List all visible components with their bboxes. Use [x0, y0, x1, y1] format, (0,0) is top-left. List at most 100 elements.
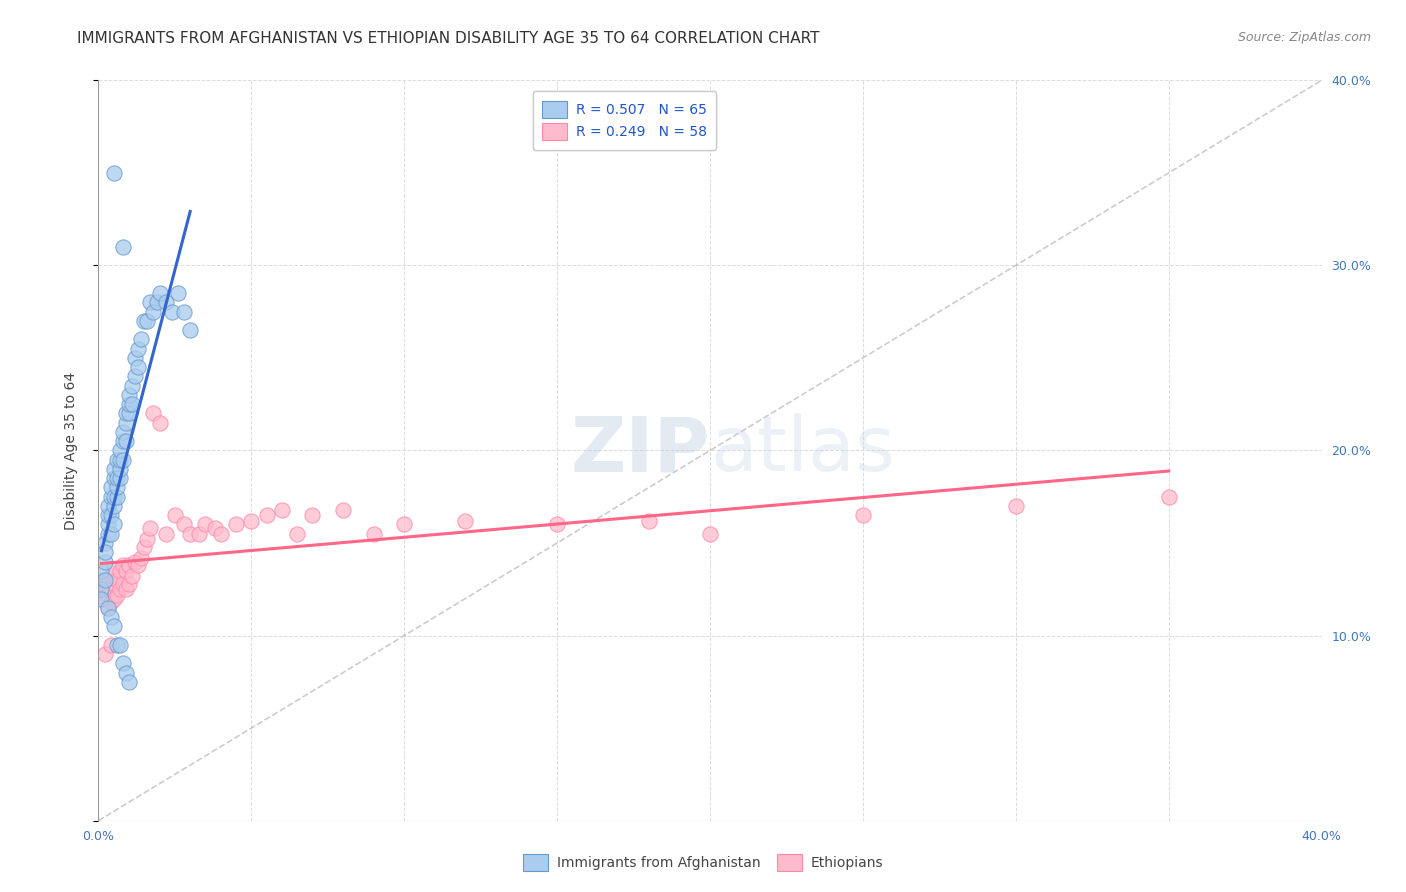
Point: [97, 508, 120, 523]
Point: [103, 591, 125, 606]
Point: [121, 569, 143, 583]
Y-axis label: Disability Age 35 to 64: Disability Age 35 to 64: [63, 371, 77, 530]
Point: [100, 526, 122, 541]
Point: [108, 582, 131, 597]
Point: [93, 647, 115, 661]
Point: [108, 462, 131, 476]
Point: [194, 517, 217, 532]
Point: [100, 490, 122, 504]
Point: [270, 502, 292, 516]
Point: [149, 286, 172, 301]
Point: [392, 517, 416, 532]
Point: [90, 564, 112, 578]
Point: [121, 378, 143, 392]
Point: [103, 499, 125, 513]
Point: [118, 576, 141, 591]
Point: [115, 582, 138, 597]
Point: [111, 425, 134, 439]
Point: [103, 562, 125, 576]
Point: [111, 657, 134, 671]
Legend: Immigrants from Afghanistan, Ethiopians: Immigrants from Afghanistan, Ethiopians: [516, 847, 890, 878]
Point: [209, 526, 232, 541]
Point: [1157, 490, 1180, 504]
Point: [155, 295, 177, 310]
Point: [108, 452, 131, 467]
Point: [173, 517, 195, 532]
Point: [111, 240, 134, 254]
Point: [546, 517, 568, 532]
Point: [1004, 499, 1026, 513]
Point: [136, 314, 159, 328]
Point: [90, 582, 112, 597]
Point: [127, 342, 149, 356]
Point: [93, 591, 115, 606]
Point: [121, 397, 143, 411]
Point: [285, 526, 308, 541]
Point: [90, 573, 112, 587]
Point: [100, 481, 122, 495]
Point: [129, 550, 152, 565]
Point: [97, 517, 120, 532]
Point: [103, 490, 125, 504]
Point: [105, 481, 128, 495]
Point: [111, 434, 134, 449]
Point: [363, 526, 385, 541]
Point: [115, 564, 138, 578]
Point: [108, 471, 131, 485]
Point: [90, 582, 112, 597]
Point: [100, 638, 122, 652]
Point: [111, 576, 134, 591]
Point: [105, 588, 128, 602]
Point: [142, 407, 165, 421]
Point: [111, 558, 134, 573]
Point: [129, 332, 152, 346]
Legend: R = 0.507   N = 65, R = 0.249   N = 58: R = 0.507 N = 65, R = 0.249 N = 58: [533, 91, 716, 150]
Point: [90, 591, 112, 606]
Point: [852, 508, 875, 523]
Point: [124, 351, 146, 365]
Point: [100, 508, 122, 523]
Point: [97, 588, 120, 602]
Point: [454, 514, 477, 528]
Point: [115, 434, 138, 449]
Point: [160, 304, 183, 318]
Point: [111, 452, 134, 467]
Point: [93, 536, 115, 550]
Point: [301, 508, 323, 523]
Point: [103, 576, 125, 591]
Point: [134, 540, 156, 554]
Point: [97, 573, 120, 587]
Point: [332, 502, 354, 516]
Point: [118, 558, 141, 573]
Point: [100, 569, 122, 583]
Point: [155, 526, 177, 541]
Point: [142, 304, 165, 318]
Point: [115, 407, 138, 421]
Point: [699, 526, 721, 541]
Text: atlas: atlas: [710, 414, 894, 487]
Point: [93, 573, 115, 587]
Point: [108, 638, 131, 652]
Point: [149, 416, 172, 430]
Point: [97, 600, 120, 615]
Point: [103, 462, 125, 476]
Point: [103, 471, 125, 485]
Point: [105, 452, 128, 467]
Point: [167, 286, 190, 301]
Text: ZIP: ZIP: [571, 414, 710, 487]
Point: [97, 499, 120, 513]
Point: [134, 314, 156, 328]
Text: IMMIGRANTS FROM AFGHANISTAN VS ETHIOPIAN DISABILITY AGE 35 TO 64 CORRELATION CHA: IMMIGRANTS FROM AFGHANISTAN VS ETHIOPIAN…: [77, 31, 820, 46]
Point: [115, 416, 138, 430]
Point: [139, 521, 162, 535]
Point: [93, 576, 115, 591]
Point: [139, 295, 162, 310]
Point: [93, 554, 115, 569]
Point: [105, 573, 128, 587]
Point: [118, 674, 141, 689]
Point: [108, 564, 131, 578]
Point: [127, 360, 149, 375]
Point: [173, 304, 195, 318]
Point: [136, 533, 159, 547]
Point: [637, 514, 661, 528]
